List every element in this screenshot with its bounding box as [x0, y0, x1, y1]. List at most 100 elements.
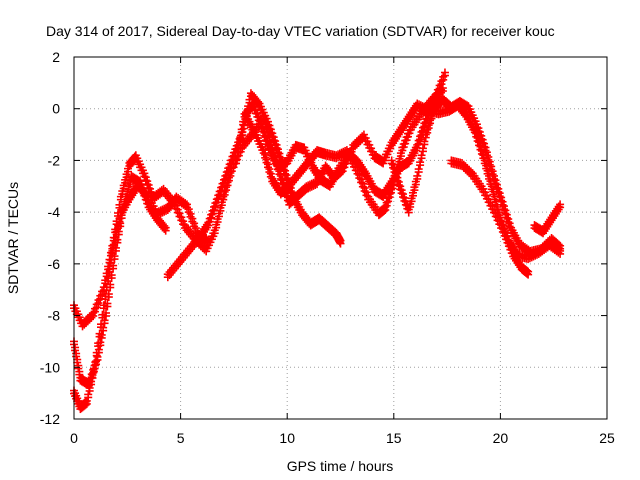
data-point: [495, 217, 504, 229]
series-track-3: [70, 179, 211, 414]
data-point: [497, 193, 506, 205]
data-point: [91, 358, 100, 370]
data-point: [261, 150, 270, 162]
data-point: [104, 274, 113, 286]
data-point: [501, 206, 510, 218]
data-point: [94, 339, 103, 351]
data-point: [438, 84, 447, 96]
data-point: [172, 259, 181, 271]
data-point: [282, 171, 291, 183]
data-point: [495, 189, 504, 201]
y-tick-label: -12: [40, 411, 60, 427]
data-point: [92, 300, 101, 312]
data-point: [413, 171, 422, 183]
data-point: [265, 165, 274, 177]
data-point: [414, 165, 423, 177]
data-point: [437, 85, 446, 97]
data-point: [424, 121, 433, 133]
x-tick-label: 0: [70, 430, 78, 446]
data-point: [472, 120, 481, 132]
data-point: [336, 236, 345, 248]
data-point: [205, 214, 214, 226]
data-point: [358, 132, 367, 144]
x-tick-label: 20: [493, 430, 509, 446]
data-point: [114, 221, 123, 233]
data-point: [384, 194, 393, 206]
data-point: [264, 141, 273, 153]
data-point: [257, 120, 266, 132]
y-axis-label: SDTVAR / TECUs: [5, 182, 21, 294]
data-point: [387, 156, 396, 168]
data-point: [262, 155, 271, 167]
data-point: [237, 125, 246, 137]
series-track-1: [70, 99, 565, 331]
data-point: [407, 194, 416, 206]
x-tick-label: 25: [599, 430, 615, 446]
data-point: [232, 156, 241, 168]
data-point: [439, 72, 448, 84]
data-point: [95, 329, 104, 341]
data-point: [478, 135, 487, 147]
data-point: [416, 132, 425, 144]
x-tick-label: 15: [386, 430, 402, 446]
data-point: [161, 223, 170, 235]
data-point: [524, 267, 533, 279]
data-point: [391, 169, 400, 181]
data-point: [475, 127, 484, 139]
data-point: [278, 176, 287, 188]
data-point: [404, 205, 413, 217]
data-point: [182, 200, 191, 212]
data-point: [394, 177, 403, 189]
data-point: [480, 139, 489, 151]
data-point: [210, 202, 219, 214]
plot-frame: [73, 56, 608, 420]
data-point: [491, 176, 500, 188]
data-point: [357, 175, 366, 187]
data-point: [236, 133, 245, 145]
data-point: [219, 175, 228, 187]
data-point: [504, 215, 513, 227]
data-point: [498, 224, 507, 236]
data-point: [94, 296, 103, 308]
data-point: [275, 149, 284, 161]
data-point: [556, 200, 565, 212]
data-point: [73, 355, 82, 367]
data-point: [92, 348, 101, 360]
data-point: [71, 343, 80, 355]
data-point: [353, 166, 362, 178]
data-point: [411, 177, 420, 189]
series-track-6: [242, 84, 447, 220]
data-point: [208, 206, 217, 218]
data-point: [416, 158, 425, 170]
data-point: [493, 213, 502, 225]
y-tick-label: -2: [48, 152, 61, 168]
data-point: [389, 160, 398, 172]
data-point: [427, 111, 436, 123]
data-point: [400, 193, 409, 205]
data-point: [178, 252, 187, 264]
data-points: [70, 68, 565, 414]
series-track-8: [447, 156, 533, 279]
x-axis-label: GPS time / hours: [287, 458, 394, 474]
data-point: [355, 171, 364, 183]
data-point: [477, 131, 486, 143]
data-point: [426, 116, 435, 128]
data-point: [72, 349, 81, 361]
data-point: [406, 199, 415, 211]
tick-labels: 0 5 10 15 20 25 -12 -10 -8 -6 -4 -2 0 2: [40, 49, 615, 446]
data-point: [382, 198, 391, 210]
data-point: [215, 187, 224, 199]
data-point: [259, 146, 268, 158]
data-point: [390, 165, 399, 177]
data-point: [485, 157, 494, 169]
data-point: [101, 308, 110, 320]
data-point: [202, 234, 211, 245]
data-point: [399, 190, 408, 202]
data-point: [98, 310, 107, 322]
data-point: [269, 133, 278, 145]
x-tick-label: 5: [177, 430, 185, 446]
data-point: [268, 129, 277, 141]
data-point: [222, 168, 231, 180]
data-point: [102, 283, 111, 295]
y-tick-label: -10: [40, 359, 60, 375]
